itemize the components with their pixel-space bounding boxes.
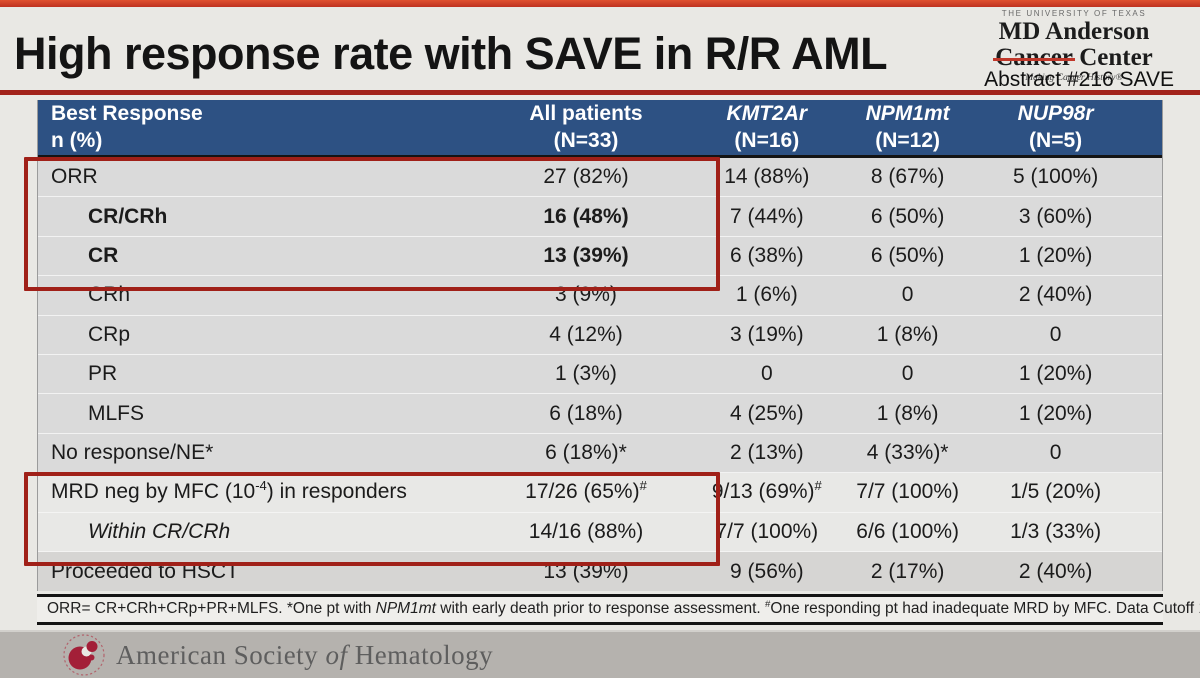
header-kmt2ar: KMT2Ar (N=16): [726, 102, 808, 152]
cell-all-patients: 17/26 (65%)#: [525, 478, 647, 504]
cell-npm1mt: 6/6 (100%): [856, 519, 959, 543]
cell-kmt2ar: 0: [760, 362, 773, 386]
header-best-response: Best Response n (%): [51, 102, 203, 152]
row-label: CRh: [88, 283, 131, 307]
cell-kmt2ar: 1 (6%): [735, 283, 798, 307]
cell-nup98r: 2 (40%): [1018, 283, 1093, 307]
row-label: CR: [88, 243, 119, 267]
cell-all-patients: 6 (18%): [549, 401, 623, 425]
cell-nup98r: 0: [1049, 322, 1062, 346]
cell-npm1mt: 8 (67%): [870, 165, 945, 189]
abstract-label: Abstract #216 SAVE: [984, 68, 1174, 91]
row-label: CRp: [88, 322, 131, 346]
table-row-pr: PR 1 (3%) 0 0 1 (20%): [38, 354, 1162, 395]
cell-all-patients: 13 (39%): [543, 243, 629, 267]
mda-university-text: THE UNIVERSITY OF TEXAS: [1001, 9, 1147, 18]
mda-name-line1: MD Anderson: [998, 18, 1150, 45]
footnote-gene-italic: NPM1mt: [375, 600, 436, 617]
row-label: MLFS: [88, 401, 145, 425]
cell-nup98r: 0: [1049, 440, 1062, 464]
header-nup98r: NUP98r (N=5): [1017, 102, 1094, 152]
mda-name-line2: Cancer Center: [974, 43, 1174, 71]
cell-all-patients: 3 (9%): [555, 283, 617, 307]
mda-tagline: Making Cancer History®: [1025, 73, 1123, 83]
header-all-patients: All patients (N=33): [529, 102, 643, 152]
ash-logo-icon: [63, 634, 105, 676]
cell-npm1mt: 7/7 (100%): [856, 480, 959, 504]
table-row-within-cr-crh: Within CR/CRh 14/16 (88%) 7/7 (100%) 6/6…: [38, 512, 1162, 552]
cell-all-patients: 14/16 (88%): [528, 519, 644, 543]
row-label: ORR: [51, 165, 98, 189]
table-row-orr: ORR 27 (82%) 14 (88%) 8 (67%) 5 (100%): [38, 158, 1162, 198]
mdanderson-logo: THE UNIVERSITY OF TEXAS MD Anderson Canc…: [974, 9, 1174, 83]
table-row-cr-crh: CR/CRh 16 (48%) 7 (44%) 6 (50%) 3 (60%): [38, 197, 1162, 237]
cell-all-patients: 4 (12%): [549, 322, 623, 346]
cell-npm1mt: 6 (50%): [870, 243, 945, 267]
cell-nup98r: 1 (20%): [1018, 243, 1093, 267]
cell-kmt2ar: 3 (19%): [730, 322, 804, 346]
row-label: MRD neg by MFC (10-4) in responders: [51, 478, 407, 504]
table-row-hsct: Proceeded to HSCT 13 (39%) 9 (56%) 2 (17…: [38, 551, 1162, 592]
cell-kmt2ar: 7/7 (100%): [715, 519, 819, 543]
cell-nup98r: 1/5 (20%): [1010, 480, 1102, 504]
cell-all-patients: 16 (48%): [543, 204, 629, 228]
cell-all-patients: 6 (18%)*: [545, 440, 627, 464]
cell-nup98r: 1 (20%): [1018, 401, 1093, 425]
cell-kmt2ar: 7 (44%): [730, 204, 804, 228]
table-row-crh: CRh 3 (9%) 1 (6%) 0 2 (40%): [38, 276, 1162, 316]
cell-npm1mt: 0: [901, 362, 914, 386]
table-row-mrd-neg: MRD neg by MFC (10-4) in responders 17/2…: [38, 473, 1162, 513]
cell-npm1mt: 6 (50%): [870, 204, 945, 228]
cell-kmt2ar: 2 (13%): [730, 440, 804, 464]
cell-nup98r: 1 (20%): [1018, 362, 1093, 386]
header-npm1mt: NPM1mt (N=12): [865, 102, 950, 152]
cell-kmt2ar: 4 (25%): [730, 401, 804, 425]
row-label: Proceeded to HSCT: [51, 559, 239, 583]
cell-all-patients: 13 (39%): [543, 559, 629, 583]
slide-title: High response rate with SAVE in R/R AML: [14, 28, 888, 79]
row-label: Within CR/CRh: [88, 519, 231, 543]
row-label: PR: [88, 362, 118, 386]
cell-kmt2ar: 9 (56%): [730, 559, 804, 583]
table-row-crp: CRp 4 (12%) 3 (19%) 1 (8%) 0: [38, 315, 1162, 355]
footnote: ORR= CR+CRh+CRp+PR+MLFS. *One pt with NP…: [37, 594, 1200, 625]
cell-all-patients: 27 (82%): [543, 165, 629, 189]
cell-all-patients: 1 (3%): [555, 362, 617, 386]
cell-nup98r: 2 (40%): [1018, 559, 1093, 583]
footer-bar: American Society of Hematology: [0, 630, 1200, 678]
title-underline: [0, 90, 1200, 95]
cell-kmt2ar: 9/13 (69%)#: [711, 478, 822, 504]
cell-npm1mt: 0: [901, 283, 914, 307]
cell-npm1mt: 1 (8%): [876, 322, 939, 346]
cell-kmt2ar: 6 (38%): [730, 243, 804, 267]
cell-nup98r: 3 (60%): [1018, 204, 1093, 228]
cell-kmt2ar: 14 (88%): [724, 165, 810, 189]
table-row-cr: CR 13 (39%) 6 (38%) 6 (50%) 1 (20%): [38, 236, 1162, 277]
mda-cancer-strikethrough: Cancer: [993, 43, 1075, 71]
cell-npm1mt: 1 (8%): [876, 401, 939, 425]
row-label: No response/NE*: [51, 440, 214, 464]
table-row-no-response: No response/NE* 6 (18%)* 2 (13%) 4 (33%)…: [38, 433, 1162, 474]
table-row-mlfs: MLFS 6 (18%) 4 (25%) 1 (8%) 1 (20%): [38, 394, 1162, 434]
top-red-bar: [0, 0, 1200, 7]
cell-npm1mt: 2 (17%): [870, 559, 945, 583]
ash-org-name: American Society of Hematology: [116, 639, 494, 670]
results-table: Best Response n (%) All patients (N=33) …: [37, 100, 1163, 592]
cell-npm1mt: 4 (33%)*: [866, 440, 949, 464]
row-label: CR/CRh: [88, 204, 168, 228]
table-header-row: Best Response n (%) All patients (N=33) …: [38, 100, 1162, 158]
mda-center-text: Center: [1079, 43, 1153, 71]
cell-nup98r: 1/3 (33%): [1010, 519, 1102, 543]
cell-nup98r: 5 (100%): [1012, 165, 1099, 189]
